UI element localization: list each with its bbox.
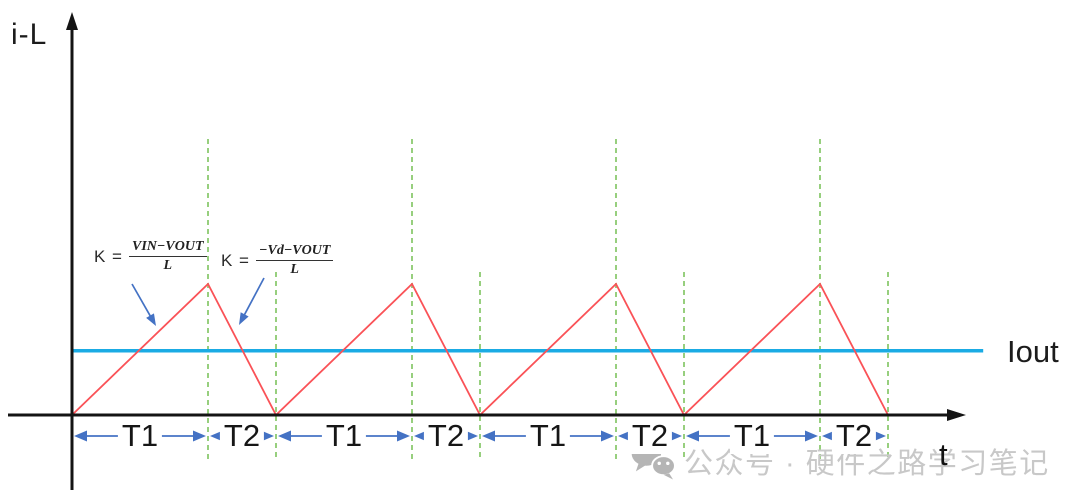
interval-arrowhead-right-icon xyxy=(193,430,206,442)
interval-arrowhead-left-icon xyxy=(414,430,427,442)
interval-label: T1 xyxy=(525,418,571,454)
interval-arrowhead-left-icon xyxy=(74,430,87,442)
interval-arrowhead-left-icon xyxy=(686,430,699,442)
interval-label: T2 xyxy=(627,418,673,454)
formula-fraction: −Vd−VOUT L xyxy=(256,243,334,278)
slope-formula-fall: K = −Vd−VOUT L xyxy=(221,243,334,278)
formula-numerator: −Vd−VOUT xyxy=(256,243,334,262)
interval-arrowhead-left-icon xyxy=(618,430,631,442)
y-axis-arrowhead-icon xyxy=(66,12,78,30)
interval-label: T1 xyxy=(729,418,775,454)
formula-pointer-arrow-line xyxy=(242,277,265,319)
interval-arrowhead-left-icon xyxy=(822,430,835,442)
interval-arrowhead-right-icon xyxy=(397,430,410,442)
interval-arrowhead-left-icon xyxy=(210,430,223,442)
interval-arrowhead-right-icon xyxy=(669,430,682,442)
interval-label: T2 xyxy=(423,418,469,454)
slope-formula-rise: K = VIN−VOUT L xyxy=(94,239,207,274)
formula-denominator: L xyxy=(290,262,299,278)
formula-lhs: K = xyxy=(94,246,123,266)
interval-arrowhead-left-icon xyxy=(482,430,495,442)
x-axis-label: t xyxy=(939,437,948,472)
formula-pointer-arrowhead-icon xyxy=(146,313,156,326)
formula-fraction: VIN−VOUT L xyxy=(129,239,207,274)
formula-denominator: L xyxy=(163,258,173,274)
iout-label: Iout xyxy=(1007,334,1059,369)
formula-numerator: VIN−VOUT xyxy=(129,239,207,258)
interval-arrowhead-right-icon xyxy=(465,430,478,442)
formula-pointer-arrow-line xyxy=(131,283,153,320)
interval-arrowhead-left-icon xyxy=(278,430,291,442)
interval-arrowhead-right-icon xyxy=(805,430,818,442)
interval-label: T1 xyxy=(117,418,163,454)
formula-pointer-arrowhead-icon xyxy=(239,312,249,325)
interval-label: T1 xyxy=(321,418,367,454)
interval-arrowhead-right-icon xyxy=(601,430,614,442)
interval-arrowhead-right-icon xyxy=(261,430,274,442)
y-axis-label: i-L xyxy=(11,18,48,51)
interval-arrowhead-right-icon xyxy=(873,430,886,442)
interval-label: T2 xyxy=(831,418,877,454)
formula-lhs: K = xyxy=(221,250,250,270)
interval-label: T2 xyxy=(219,418,265,454)
x-axis-arrowhead-icon xyxy=(947,409,966,421)
